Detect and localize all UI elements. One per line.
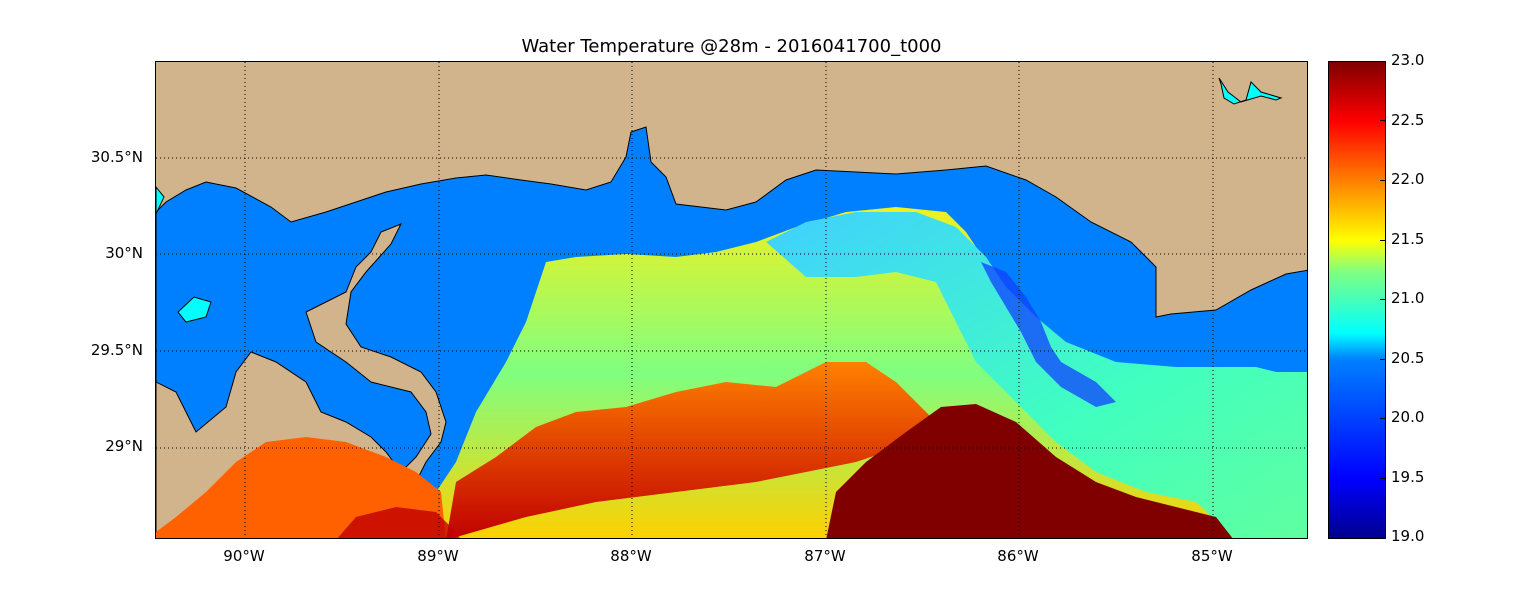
lat-label-30: 30°N — [105, 244, 143, 262]
colorbar — [1328, 61, 1386, 539]
sst-cool-band — [766, 212, 1307, 538]
cbar-label-21.5: 21.5 — [1391, 230, 1425, 248]
cbar-label-20.5: 20.5 — [1391, 349, 1425, 367]
lat-label-30.5: 30.5°N — [90, 148, 143, 166]
cbar-tick — [1380, 180, 1386, 181]
cbar-label-22.5: 22.5 — [1391, 111, 1425, 129]
cbar-tick — [1380, 240, 1386, 241]
lake-west — [156, 186, 165, 215]
sst-cold-core — [981, 262, 1116, 407]
lat-label-29.5: 29.5°N — [90, 341, 143, 359]
cbar-label-20.0: 20.0 — [1391, 408, 1425, 426]
cbar-tick — [1380, 120, 1386, 121]
lake-pontchartrain — [177, 296, 212, 323]
cbar-tick — [1380, 478, 1386, 479]
cbar-tick — [1380, 418, 1386, 419]
cbar-label-21.0: 21.0 — [1391, 289, 1425, 307]
cbar-tick — [1380, 61, 1386, 62]
lon-label-88: 88°W — [610, 547, 652, 565]
cbar-label-19.5: 19.5 — [1391, 468, 1425, 486]
lon-label-86: 86°W — [997, 547, 1039, 565]
map-svg — [156, 62, 1307, 538]
cbar-tick — [1380, 359, 1386, 360]
sst-southwest-hot — [337, 507, 460, 538]
sst-warm-mix — [446, 362, 936, 538]
map-title: Water Temperature @28m - 2016041700_t000 — [521, 36, 942, 57]
lat-label-29: 29°N — [105, 437, 143, 455]
map-plot-area[interactable] — [155, 61, 1308, 539]
sst-loop-current — [826, 404, 1233, 538]
graticule — [156, 62, 1307, 538]
cbar-label-22.0: 22.0 — [1391, 170, 1425, 188]
cbar-label-19.0: 19.0 — [1391, 527, 1425, 545]
lon-label-89: 89°W — [417, 547, 459, 565]
cbar-tick — [1380, 299, 1386, 300]
lon-label-85: 85°W — [1191, 547, 1233, 565]
lake-northeast — [1218, 77, 1283, 105]
lon-label-87: 87°W — [804, 547, 846, 565]
cbar-label-23.0: 23.0 — [1391, 51, 1425, 69]
lon-label-90: 90°W — [223, 547, 265, 565]
